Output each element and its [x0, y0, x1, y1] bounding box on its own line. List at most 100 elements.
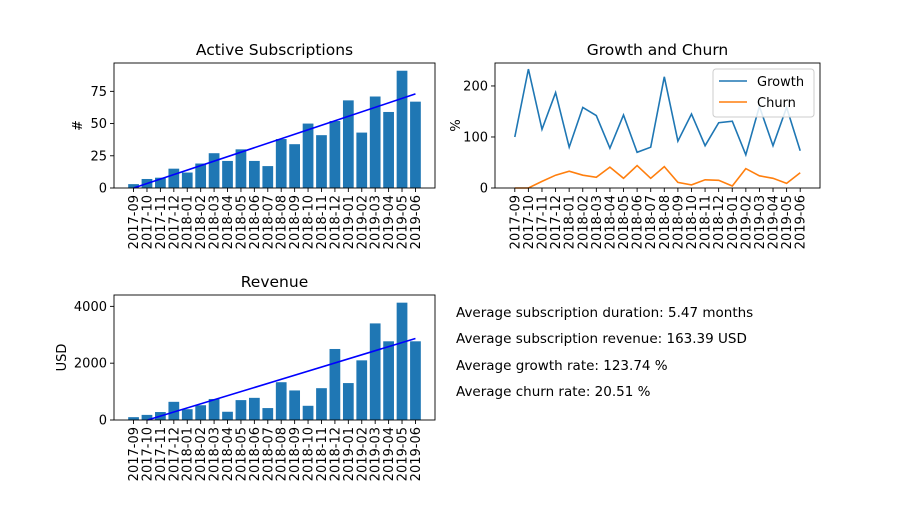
- bar: [248, 160, 260, 188]
- legend: Growth Churn: [712, 68, 815, 118]
- x-tick-label: 2018-10: [685, 195, 700, 249]
- y-axis-label: USD: [55, 344, 70, 372]
- x-tick-label: 2018-05: [617, 195, 632, 249]
- series-line-growth: [514, 68, 801, 158]
- x-tick-label: 2018-09: [288, 195, 303, 249]
- x-tick-label: 2017-12: [167, 195, 182, 249]
- bar: [141, 414, 153, 420]
- x-tick-label: 2018-11: [699, 195, 714, 249]
- y-tick-label: 4000: [74, 300, 107, 315]
- x-tick-label: 2019-01: [726, 195, 741, 249]
- axes-frame: [113, 294, 436, 421]
- chart-3: 0200040002017-092017-102017-112017-12201…: [55, 273, 436, 481]
- bar: [396, 70, 408, 188]
- axes-frame: [113, 62, 436, 189]
- y-tick-label: 2000: [74, 357, 107, 372]
- bar: [222, 411, 233, 420]
- x-tick-label: 2019-06: [794, 195, 809, 249]
- x-tick-label: 2018-03: [590, 195, 605, 249]
- bar: [248, 397, 260, 420]
- x-tick-label: 2017-12: [167, 427, 182, 481]
- x-tick-label: 2017-11: [154, 195, 169, 249]
- x-tick-label: 2018-02: [576, 195, 591, 249]
- bar: [195, 405, 207, 420]
- bar: [410, 101, 421, 188]
- x-tick-label: 2018-01: [181, 427, 196, 481]
- bar: [128, 184, 139, 188]
- y-tick-label: 75: [90, 85, 107, 100]
- bar: [289, 144, 301, 188]
- bar: [302, 405, 314, 420]
- bar: [316, 135, 327, 188]
- x-tick-label: 2018-12: [328, 195, 343, 249]
- x-tick-label: 2017-09: [508, 195, 523, 249]
- legend-label: Growth: [757, 75, 804, 90]
- x-tick-label: 2017-10: [140, 427, 155, 481]
- stat-avg-revenue: Average subscription revenue: 163.39 USD: [456, 331, 747, 348]
- x-tick-label: 2018-08: [275, 427, 290, 481]
- x-tick-label: 2018-06: [248, 427, 263, 481]
- axes-frame: [494, 62, 821, 189]
- bar: [342, 383, 354, 420]
- x-tick-label: 2018-12: [712, 195, 727, 249]
- x-tick-label: 2019-02: [355, 427, 370, 481]
- x-tick-label: 2017-09: [127, 427, 142, 481]
- bar: [128, 417, 139, 420]
- x-tick-label: 2019-06: [409, 195, 424, 249]
- bar: [369, 96, 381, 188]
- y-tick-label: 0: [99, 414, 107, 429]
- x-tick-label: 2019-05: [780, 195, 795, 249]
- bar: [181, 172, 193, 188]
- x-tick-label: 2018-05: [234, 427, 249, 481]
- x-tick-label: 2018-07: [261, 427, 276, 481]
- y-tick-label: 0: [480, 182, 488, 197]
- x-tick-label: 2018-06: [631, 195, 646, 249]
- x-tick-label: 2018-08: [658, 195, 673, 249]
- x-tick-label: 2018-08: [275, 195, 290, 249]
- x-tick-label: 2018-11: [315, 427, 330, 481]
- x-tick-label: 2017-11: [535, 195, 550, 249]
- chart-1: 02550752017-092017-102017-112017-122018-…: [71, 41, 436, 249]
- x-tick-label: 2019-02: [739, 195, 754, 249]
- bar: [235, 149, 247, 188]
- x-tick-label: 2018-02: [194, 427, 209, 481]
- x-tick-label: 2018-01: [563, 195, 578, 249]
- series-line-churn: [514, 164, 801, 189]
- bar: [356, 360, 368, 420]
- x-tick-label: 2017-12: [549, 195, 564, 249]
- x-tick-label: 2019-03: [369, 427, 384, 481]
- y-tick-label: 200: [463, 79, 488, 94]
- stat-avg-duration: Average subscription duration: 5.47 mont…: [456, 305, 754, 321]
- x-tick-label: 2019-05: [396, 195, 411, 249]
- x-tick-label: 2017-09: [127, 195, 142, 249]
- bar: [396, 302, 408, 420]
- bar: [329, 120, 341, 188]
- x-tick-label: 2018-05: [234, 195, 249, 249]
- x-tick-label: 2018-11: [315, 195, 330, 249]
- x-tick-label: 2018-04: [603, 195, 618, 249]
- bar: [383, 111, 394, 188]
- chart-title: Revenue: [241, 273, 309, 291]
- bar: [316, 388, 327, 420]
- x-tick-label: 2018-03: [208, 195, 223, 249]
- bar: [168, 401, 180, 420]
- bar: [410, 341, 421, 420]
- trend-line: [147, 337, 416, 421]
- y-tick-label: 100: [463, 130, 488, 145]
- x-tick-label: 2019-06: [409, 427, 424, 481]
- bar: [275, 382, 287, 420]
- x-tick-label: 2019-03: [369, 195, 384, 249]
- stat-avg-churn: Average churn rate: 20.51 %: [456, 383, 651, 400]
- bar: [356, 132, 368, 188]
- x-tick-label: 2018-07: [644, 195, 659, 249]
- chart-title: Growth and Churn: [587, 41, 729, 59]
- x-tick-label: 2018-07: [261, 195, 276, 249]
- x-tick-label: 2018-09: [671, 195, 686, 249]
- bar: [155, 177, 166, 188]
- bar: [222, 160, 233, 188]
- x-tick-label: 2017-10: [140, 195, 155, 249]
- bar: [262, 166, 274, 188]
- x-tick-label: 2018-12: [328, 427, 343, 481]
- chart-title: Active Subscriptions: [196, 41, 353, 59]
